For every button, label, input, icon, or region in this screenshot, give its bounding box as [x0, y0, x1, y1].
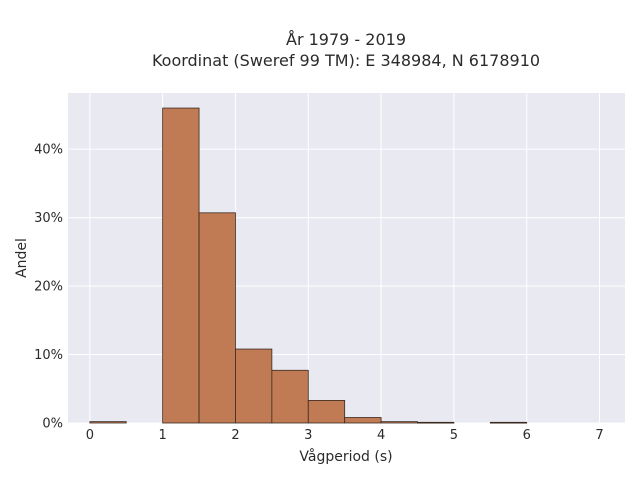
- y-axis-title: Andel: [14, 238, 30, 278]
- histogram-bar: [344, 417, 382, 424]
- x-tick-label: 7: [595, 428, 603, 443]
- chart-title-line-2: Koordinat (Sweref 99 TM): E 348984, N 61…: [152, 51, 540, 70]
- y-tick-label: 40%: [34, 143, 63, 158]
- x-tick-label: 3: [304, 428, 312, 443]
- y-tick-label: 10%: [34, 348, 63, 363]
- chart-title-line-1: År 1979 - 2019: [286, 30, 406, 49]
- plot-area: [68, 93, 625, 423]
- histogram-bar: [307, 400, 346, 424]
- x-axis-title: Vågperiod (s): [299, 448, 392, 465]
- y-tick-label: 30%: [34, 211, 63, 226]
- x-axis-ticks: 0 1 2 3 4 5 6 7: [86, 428, 604, 443]
- x-tick-label: 0: [86, 428, 94, 443]
- histogram-bar: [489, 421, 528, 424]
- histogram-bar: [198, 212, 236, 424]
- y-tick-label: 0%: [42, 417, 63, 432]
- y-axis-ticks: 0% 10% 20% 30% 40%: [34, 143, 63, 432]
- x-tick-label: 5: [450, 428, 458, 443]
- x-tick-label: 4: [377, 428, 385, 443]
- histogram-bar: [89, 421, 127, 424]
- histogram-bar: [235, 348, 273, 424]
- histogram-bar: [380, 421, 418, 424]
- histogram-bar: [417, 421, 455, 424]
- x-tick-label: 1: [159, 428, 167, 443]
- histogram-bars: [89, 107, 528, 424]
- x-tick-label: 2: [231, 428, 239, 443]
- x-tick-label: 6: [523, 428, 531, 443]
- histogram-bar: [271, 369, 309, 424]
- y-tick-label: 20%: [34, 280, 63, 295]
- histogram-bar: [162, 107, 200, 424]
